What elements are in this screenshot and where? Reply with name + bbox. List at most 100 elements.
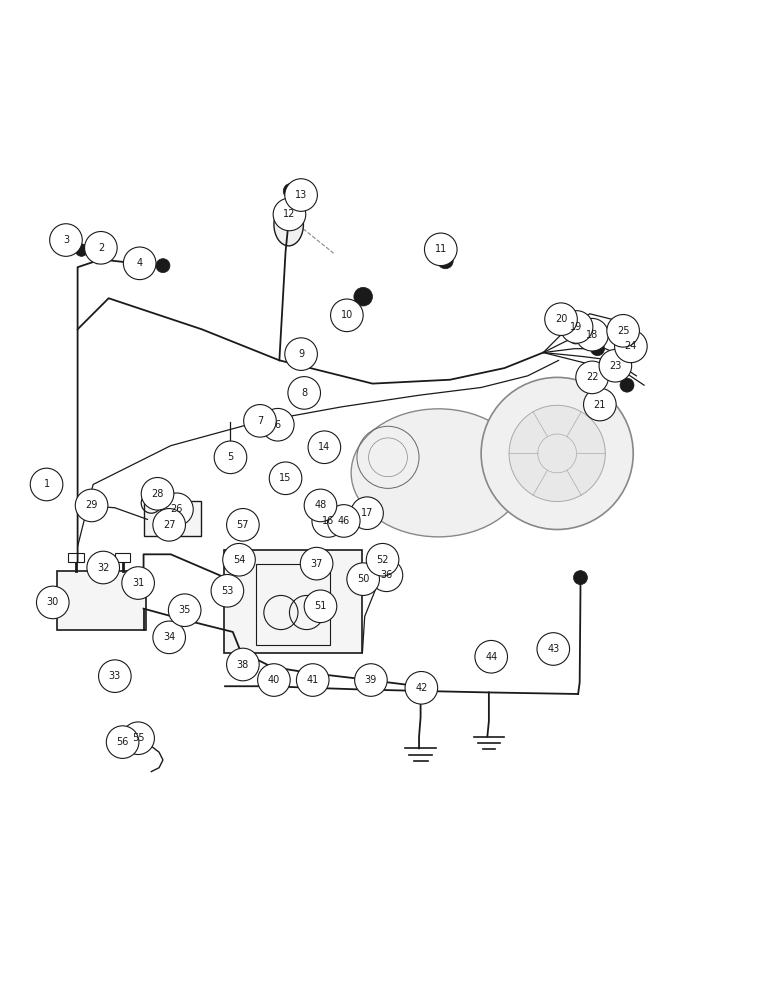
Ellipse shape xyxy=(274,203,303,246)
Text: 2: 2 xyxy=(98,243,104,253)
Circle shape xyxy=(370,559,403,592)
Text: 30: 30 xyxy=(47,597,59,607)
Circle shape xyxy=(591,342,605,356)
Text: 41: 41 xyxy=(307,675,319,685)
Circle shape xyxy=(30,468,63,501)
Circle shape xyxy=(355,664,387,696)
Text: 21: 21 xyxy=(594,400,606,410)
Text: 22: 22 xyxy=(586,372,598,382)
Circle shape xyxy=(351,497,383,529)
Text: 28: 28 xyxy=(151,489,164,499)
Text: 9: 9 xyxy=(298,349,304,359)
Text: 57: 57 xyxy=(237,520,249,530)
Text: 6: 6 xyxy=(275,420,281,430)
Circle shape xyxy=(85,232,117,264)
Circle shape xyxy=(36,586,69,619)
Circle shape xyxy=(537,633,570,665)
Bar xyxy=(115,553,130,562)
Circle shape xyxy=(310,560,324,574)
Text: 26: 26 xyxy=(171,504,183,514)
Bar xyxy=(224,550,362,653)
Circle shape xyxy=(99,660,131,692)
Text: 33: 33 xyxy=(109,671,121,681)
Circle shape xyxy=(153,621,185,654)
Text: 52: 52 xyxy=(376,555,389,565)
Circle shape xyxy=(607,315,639,347)
Circle shape xyxy=(141,477,174,510)
Circle shape xyxy=(296,664,329,696)
Text: 15: 15 xyxy=(279,473,292,483)
Ellipse shape xyxy=(351,409,525,537)
Text: 12: 12 xyxy=(283,209,296,219)
Circle shape xyxy=(161,493,193,526)
Circle shape xyxy=(481,377,633,529)
Circle shape xyxy=(50,224,82,256)
Bar xyxy=(334,517,354,533)
Text: 35: 35 xyxy=(178,605,191,615)
Circle shape xyxy=(560,311,593,343)
Text: 39: 39 xyxy=(365,675,377,685)
Circle shape xyxy=(75,244,88,256)
Circle shape xyxy=(569,330,583,344)
Circle shape xyxy=(610,367,624,381)
Circle shape xyxy=(314,602,327,616)
Text: 36: 36 xyxy=(380,570,393,580)
Text: 34: 34 xyxy=(163,632,175,642)
Text: 29: 29 xyxy=(85,500,98,510)
Circle shape xyxy=(356,574,370,588)
Circle shape xyxy=(244,405,276,437)
Circle shape xyxy=(283,183,299,199)
Circle shape xyxy=(304,489,337,522)
Circle shape xyxy=(122,722,154,755)
Circle shape xyxy=(438,253,453,269)
Text: 38: 38 xyxy=(237,660,249,670)
Text: 24: 24 xyxy=(625,341,637,351)
Text: 31: 31 xyxy=(132,578,144,588)
Text: 13: 13 xyxy=(295,190,307,200)
Text: 1: 1 xyxy=(43,479,50,489)
Text: 18: 18 xyxy=(586,330,598,340)
Text: 54: 54 xyxy=(233,555,245,565)
Text: 8: 8 xyxy=(301,388,307,398)
Circle shape xyxy=(106,726,139,758)
Circle shape xyxy=(285,179,317,211)
Text: 42: 42 xyxy=(415,683,428,693)
Bar xyxy=(96,554,109,574)
Circle shape xyxy=(168,594,201,626)
Text: 5: 5 xyxy=(227,452,234,462)
Circle shape xyxy=(600,355,614,369)
Text: 4: 4 xyxy=(137,258,143,268)
Text: 44: 44 xyxy=(485,652,497,662)
Text: 11: 11 xyxy=(435,244,447,254)
Text: 25: 25 xyxy=(617,326,629,336)
Circle shape xyxy=(232,555,246,569)
Circle shape xyxy=(258,664,290,696)
Circle shape xyxy=(573,571,587,585)
Circle shape xyxy=(614,322,628,336)
Circle shape xyxy=(156,259,170,273)
Text: 55: 55 xyxy=(132,733,144,743)
Circle shape xyxy=(599,349,632,382)
Circle shape xyxy=(509,405,605,502)
Circle shape xyxy=(347,563,379,595)
Circle shape xyxy=(327,505,360,537)
Circle shape xyxy=(214,441,247,474)
Circle shape xyxy=(312,505,345,537)
Bar xyxy=(68,553,84,562)
Text: 17: 17 xyxy=(361,508,373,518)
Circle shape xyxy=(308,431,341,464)
Circle shape xyxy=(227,648,259,681)
Circle shape xyxy=(354,287,372,306)
Circle shape xyxy=(300,547,333,580)
Circle shape xyxy=(123,247,156,280)
Bar xyxy=(256,564,330,645)
Text: 37: 37 xyxy=(310,559,323,569)
Circle shape xyxy=(366,543,399,576)
Circle shape xyxy=(262,408,294,441)
Text: 27: 27 xyxy=(163,520,175,530)
Circle shape xyxy=(550,308,564,322)
Bar xyxy=(310,502,331,517)
Text: 23: 23 xyxy=(609,361,622,371)
Circle shape xyxy=(273,198,306,231)
Circle shape xyxy=(68,238,80,250)
